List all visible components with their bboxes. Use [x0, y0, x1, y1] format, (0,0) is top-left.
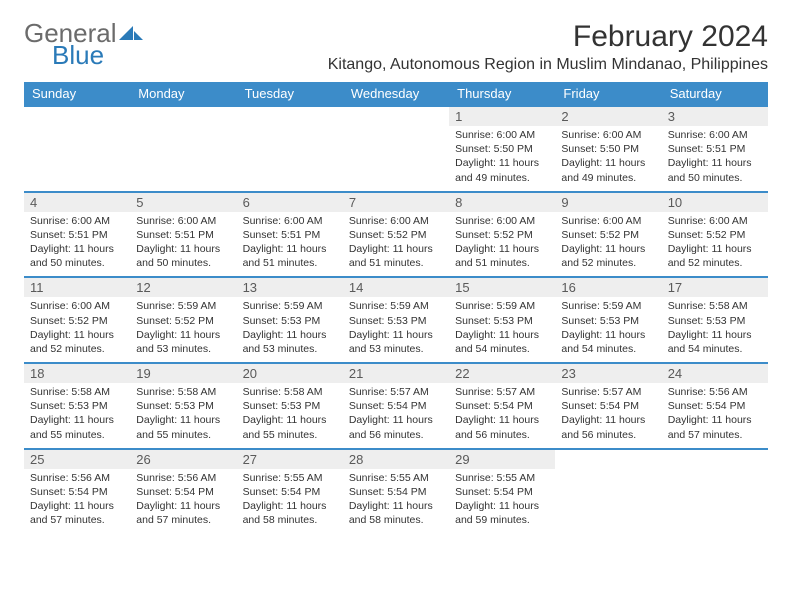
- calendar-page: General Blue February 2024 Kitango, Auto…: [0, 0, 792, 553]
- day-number: 2: [555, 106, 661, 126]
- day-number: [237, 106, 343, 126]
- daynum-row: 123: [24, 106, 768, 126]
- day-number: [555, 449, 661, 469]
- day-number: [343, 106, 449, 126]
- daynum-row: 11121314151617: [24, 277, 768, 297]
- day-detail: Sunrise: 6:00 AM Sunset: 5:52 PM Dayligh…: [24, 297, 130, 363]
- day-number: 9: [555, 192, 661, 212]
- detail-row: Sunrise: 5:58 AM Sunset: 5:53 PM Dayligh…: [24, 383, 768, 449]
- day-number: 3: [662, 106, 768, 126]
- day-number: 12: [130, 277, 236, 297]
- day-detail: Sunrise: 5:58 AM Sunset: 5:53 PM Dayligh…: [130, 383, 236, 449]
- day-number: 7: [343, 192, 449, 212]
- day-header: Friday: [555, 82, 661, 106]
- detail-row: Sunrise: 6:00 AM Sunset: 5:50 PM Dayligh…: [24, 126, 768, 192]
- day-detail: Sunrise: 6:00 AM Sunset: 5:50 PM Dayligh…: [555, 126, 661, 192]
- day-detail: Sunrise: 5:58 AM Sunset: 5:53 PM Dayligh…: [662, 297, 768, 363]
- page-header: General Blue February 2024 Kitango, Auto…: [24, 20, 768, 74]
- day-detail: Sunrise: 6:00 AM Sunset: 5:51 PM Dayligh…: [24, 212, 130, 278]
- logo-blue-text: Blue: [52, 42, 145, 68]
- day-detail: Sunrise: 5:56 AM Sunset: 5:54 PM Dayligh…: [24, 469, 130, 534]
- day-number: [130, 106, 236, 126]
- daynum-row: 2526272829: [24, 449, 768, 469]
- day-number: 29: [449, 449, 555, 469]
- day-detail: [130, 126, 236, 192]
- detail-row: Sunrise: 5:56 AM Sunset: 5:54 PM Dayligh…: [24, 469, 768, 534]
- day-number: 4: [24, 192, 130, 212]
- day-header: Tuesday: [237, 82, 343, 106]
- day-number: 14: [343, 277, 449, 297]
- day-detail: Sunrise: 6:00 AM Sunset: 5:52 PM Dayligh…: [662, 212, 768, 278]
- day-number: 13: [237, 277, 343, 297]
- day-number: 6: [237, 192, 343, 212]
- month-title: February 2024: [328, 20, 768, 54]
- day-number: 16: [555, 277, 661, 297]
- day-number: 27: [237, 449, 343, 469]
- day-number: 28: [343, 449, 449, 469]
- day-detail: Sunrise: 6:00 AM Sunset: 5:51 PM Dayligh…: [130, 212, 236, 278]
- day-detail: Sunrise: 5:57 AM Sunset: 5:54 PM Dayligh…: [449, 383, 555, 449]
- logo: General Blue: [24, 20, 145, 68]
- day-detail: [662, 469, 768, 534]
- day-number: 20: [237, 363, 343, 383]
- day-detail: Sunrise: 5:55 AM Sunset: 5:54 PM Dayligh…: [343, 469, 449, 534]
- title-block: February 2024 Kitango, Autonomous Region…: [328, 20, 768, 74]
- day-number: 5: [130, 192, 236, 212]
- day-header-row: Sunday Monday Tuesday Wednesday Thursday…: [24, 82, 768, 106]
- day-number: 8: [449, 192, 555, 212]
- day-number: 22: [449, 363, 555, 383]
- day-header: Monday: [130, 82, 236, 106]
- day-number: 17: [662, 277, 768, 297]
- day-detail: Sunrise: 6:00 AM Sunset: 5:51 PM Dayligh…: [662, 126, 768, 192]
- day-detail: Sunrise: 6:00 AM Sunset: 5:52 PM Dayligh…: [343, 212, 449, 278]
- day-number: 10: [662, 192, 768, 212]
- day-number: 11: [24, 277, 130, 297]
- day-number: 24: [662, 363, 768, 383]
- day-header: Thursday: [449, 82, 555, 106]
- day-detail: Sunrise: 5:59 AM Sunset: 5:53 PM Dayligh…: [343, 297, 449, 363]
- detail-row: Sunrise: 6:00 AM Sunset: 5:51 PM Dayligh…: [24, 212, 768, 278]
- day-detail: Sunrise: 5:59 AM Sunset: 5:53 PM Dayligh…: [555, 297, 661, 363]
- day-detail: Sunrise: 6:00 AM Sunset: 5:52 PM Dayligh…: [449, 212, 555, 278]
- day-number: 21: [343, 363, 449, 383]
- day-number: 25: [24, 449, 130, 469]
- day-detail: Sunrise: 6:00 AM Sunset: 5:51 PM Dayligh…: [237, 212, 343, 278]
- day-detail: [237, 126, 343, 192]
- day-number: [662, 449, 768, 469]
- day-detail: Sunrise: 6:00 AM Sunset: 5:50 PM Dayligh…: [449, 126, 555, 192]
- day-detail: Sunrise: 5:56 AM Sunset: 5:54 PM Dayligh…: [662, 383, 768, 449]
- day-number: 26: [130, 449, 236, 469]
- day-detail: Sunrise: 5:59 AM Sunset: 5:52 PM Dayligh…: [130, 297, 236, 363]
- day-detail: Sunrise: 5:58 AM Sunset: 5:53 PM Dayligh…: [24, 383, 130, 449]
- day-detail: Sunrise: 5:59 AM Sunset: 5:53 PM Dayligh…: [237, 297, 343, 363]
- day-detail: Sunrise: 5:55 AM Sunset: 5:54 PM Dayligh…: [237, 469, 343, 534]
- day-detail: Sunrise: 5:57 AM Sunset: 5:54 PM Dayligh…: [555, 383, 661, 449]
- day-number: 15: [449, 277, 555, 297]
- day-number: 19: [130, 363, 236, 383]
- day-detail: Sunrise: 5:58 AM Sunset: 5:53 PM Dayligh…: [237, 383, 343, 449]
- daynum-row: 45678910: [24, 192, 768, 212]
- day-number: 1: [449, 106, 555, 126]
- day-detail: Sunrise: 5:59 AM Sunset: 5:53 PM Dayligh…: [449, 297, 555, 363]
- location-text: Kitango, Autonomous Region in Muslim Min…: [328, 56, 768, 74]
- detail-row: Sunrise: 6:00 AM Sunset: 5:52 PM Dayligh…: [24, 297, 768, 363]
- day-header: Saturday: [662, 82, 768, 106]
- day-number: [24, 106, 130, 126]
- day-header: Wednesday: [343, 82, 449, 106]
- day-detail: [555, 469, 661, 534]
- day-number: 18: [24, 363, 130, 383]
- day-detail: [343, 126, 449, 192]
- day-detail: Sunrise: 5:56 AM Sunset: 5:54 PM Dayligh…: [130, 469, 236, 534]
- day-number: 23: [555, 363, 661, 383]
- day-detail: Sunrise: 5:57 AM Sunset: 5:54 PM Dayligh…: [343, 383, 449, 449]
- logo-triangle-icon: [119, 22, 145, 42]
- daynum-row: 18192021222324: [24, 363, 768, 383]
- day-header: Sunday: [24, 82, 130, 106]
- day-detail: Sunrise: 5:55 AM Sunset: 5:54 PM Dayligh…: [449, 469, 555, 534]
- calendar-table: Sunday Monday Tuesday Wednesday Thursday…: [24, 82, 768, 533]
- day-detail: Sunrise: 6:00 AM Sunset: 5:52 PM Dayligh…: [555, 212, 661, 278]
- day-detail: [24, 126, 130, 192]
- calendar-body: 123Sunrise: 6:00 AM Sunset: 5:50 PM Dayl…: [24, 106, 768, 533]
